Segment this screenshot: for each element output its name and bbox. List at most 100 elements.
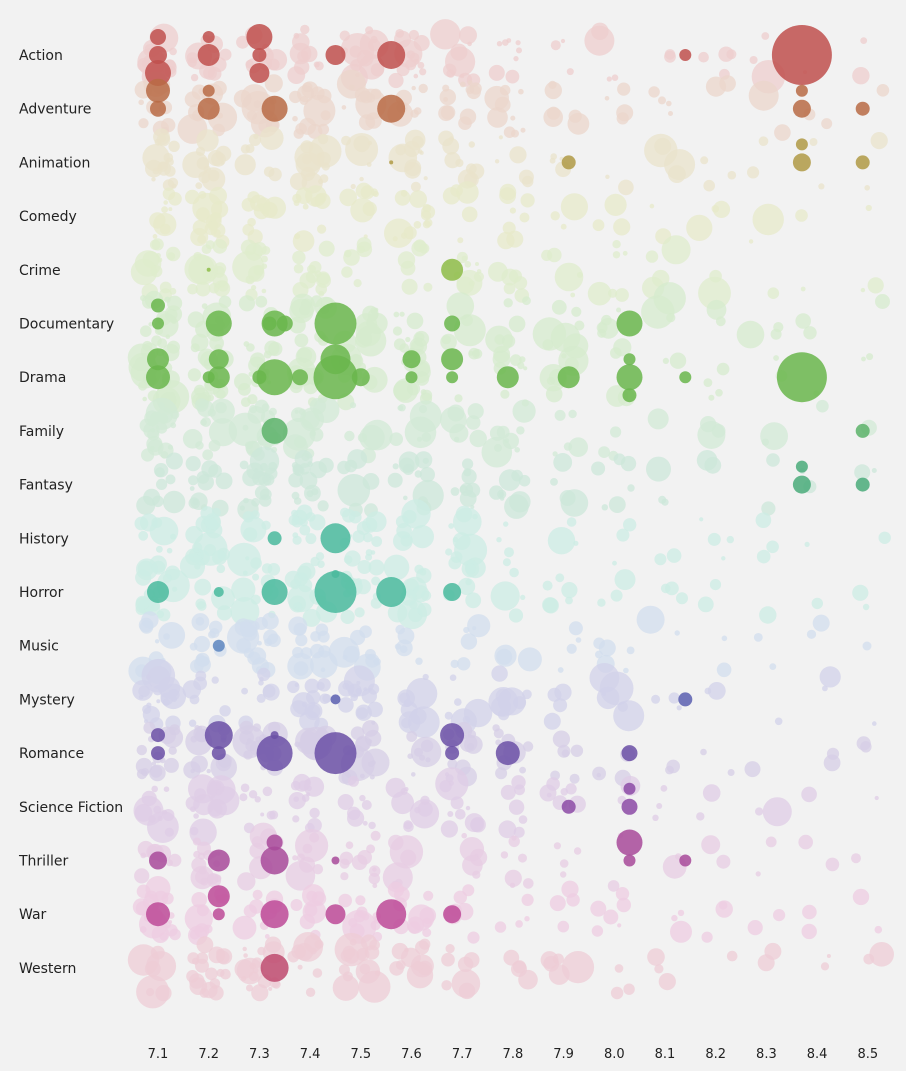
highlighted-bubble[interactable]: [616, 829, 643, 856]
highlighted-bubble[interactable]: [441, 348, 464, 371]
highlighted-bubble[interactable]: [146, 365, 170, 390]
highlighted-bubble[interactable]: [440, 723, 465, 748]
highlighted-bubble[interactable]: [376, 899, 407, 930]
highlighted-bubble[interactable]: [771, 25, 832, 85]
highlighted-bubble[interactable]: [616, 364, 643, 391]
highlighted-bubble[interactable]: [204, 721, 233, 750]
highlighted-bubble[interactable]: [197, 97, 220, 120]
highlighted-bubble[interactable]: [146, 78, 170, 103]
highlighted-bubble[interactable]: [146, 902, 170, 927]
highlighted-bubble[interactable]: [679, 371, 692, 384]
highlighted-bubble[interactable]: [623, 353, 636, 366]
highlighted-bubble[interactable]: [197, 44, 220, 66]
highlighted-bubble[interactable]: [330, 694, 341, 705]
highlighted-bubble[interactable]: [678, 692, 693, 707]
highlighted-bubble[interactable]: [147, 581, 169, 603]
highlighted-bubble[interactable]: [151, 746, 165, 761]
highlighted-bubble[interactable]: [202, 31, 215, 43]
highlighted-bubble[interactable]: [260, 846, 289, 875]
highlighted-bubble[interactable]: [260, 900, 289, 929]
highlighted-bubble[interactable]: [314, 732, 357, 775]
highlighted-bubble[interactable]: [152, 317, 164, 330]
highlighted-bubble[interactable]: [260, 953, 289, 982]
highlighted-bubble[interactable]: [795, 84, 808, 97]
highlighted-bubble[interactable]: [444, 315, 461, 332]
highlighted-bubble[interactable]: [206, 267, 211, 272]
highlighted-bubble[interactable]: [792, 153, 811, 172]
highlighted-bubble[interactable]: [249, 63, 270, 83]
highlighted-bubble[interactable]: [314, 302, 357, 345]
highlighted-bubble[interactable]: [679, 854, 692, 867]
highlighted-bubble[interactable]: [776, 352, 827, 403]
highlighted-bubble[interactable]: [151, 298, 165, 313]
highlighted-bubble[interactable]: [150, 100, 166, 117]
highlighted-bubble[interactable]: [205, 310, 232, 337]
highlighted-bubble[interactable]: [252, 48, 267, 62]
highlighted-bubble[interactable]: [445, 746, 460, 761]
highlighted-bubble[interactable]: [246, 24, 273, 50]
highlighted-bubble[interactable]: [331, 570, 340, 578]
highlighted-bubble[interactable]: [261, 310, 288, 337]
highlighted-bubble[interactable]: [147, 348, 169, 371]
highlighted-bubble[interactable]: [212, 908, 225, 921]
highlighted-bubble[interactable]: [792, 99, 811, 118]
highlighted-bubble[interactable]: [623, 782, 636, 795]
highlighted-bubble[interactable]: [314, 571, 357, 613]
highlighted-bubble[interactable]: [266, 834, 283, 851]
highlighted-bubble[interactable]: [211, 746, 226, 761]
highlighted-bubble[interactable]: [622, 388, 637, 403]
highlighted-bubble[interactable]: [795, 460, 808, 473]
highlighted-bubble[interactable]: [377, 94, 406, 123]
highlighted-bubble[interactable]: [441, 258, 464, 281]
highlighted-bubble[interactable]: [679, 49, 692, 61]
highlighted-bubble[interactable]: [405, 371, 418, 384]
highlighted-bubble[interactable]: [256, 735, 293, 772]
highlighted-bubble[interactable]: [443, 905, 462, 924]
highlighted-bubble[interactable]: [256, 359, 293, 396]
highlighted-bubble[interactable]: [292, 369, 308, 386]
highlighted-bubble[interactable]: [261, 95, 288, 122]
highlighted-bubble[interactable]: [351, 368, 370, 387]
highlighted-bubble[interactable]: [207, 885, 230, 908]
highlighted-bubble[interactable]: [325, 45, 346, 65]
highlighted-bubble[interactable]: [212, 639, 225, 652]
highlighted-bubble[interactable]: [795, 138, 808, 151]
highlighted-bubble[interactable]: [376, 577, 407, 607]
highlighted-bubble[interactable]: [561, 155, 576, 170]
highlighted-bubble[interactable]: [496, 366, 519, 389]
highlighted-bubble[interactable]: [320, 344, 351, 375]
highlighted-bubble[interactable]: [208, 349, 229, 370]
highlighted-bubble[interactable]: [151, 728, 165, 743]
highlighted-bubble[interactable]: [213, 587, 224, 597]
highlighted-bubble[interactable]: [446, 371, 459, 384]
highlighted-bubble[interactable]: [855, 423, 870, 438]
highlighted-bubble[interactable]: [150, 29, 166, 45]
highlighted-bubble[interactable]: [377, 41, 406, 69]
highlighted-bubble[interactable]: [557, 366, 580, 389]
highlighted-bubble[interactable]: [443, 583, 462, 601]
highlighted-bubble[interactable]: [207, 366, 230, 389]
highlighted-bubble[interactable]: [855, 101, 870, 116]
highlighted-bubble[interactable]: [561, 799, 576, 814]
highlighted-bubble[interactable]: [325, 904, 346, 925]
highlighted-bubble[interactable]: [495, 741, 520, 766]
highlighted-bubble[interactable]: [331, 856, 340, 865]
highlighted-bubble[interactable]: [149, 46, 167, 64]
highlighted-bubble[interactable]: [149, 851, 167, 870]
highlighted-bubble[interactable]: [320, 523, 351, 554]
highlighted-bubble[interactable]: [623, 854, 636, 867]
highlighted-bubble[interactable]: [402, 350, 421, 369]
highlighted-bubble[interactable]: [621, 745, 638, 762]
highlighted-bubble[interactable]: [855, 155, 870, 170]
highlighted-bubble[interactable]: [261, 417, 288, 444]
highlighted-bubble[interactable]: [261, 579, 288, 605]
highlighted-bubble[interactable]: [855, 477, 870, 492]
highlighted-bubble[interactable]: [145, 60, 171, 86]
highlighted-bubble[interactable]: [616, 310, 643, 337]
highlighted-bubble[interactable]: [207, 849, 230, 872]
highlighted-bubble[interactable]: [267, 531, 282, 546]
highlighted-bubble[interactable]: [621, 798, 638, 815]
highlighted-bubble[interactable]: [202, 84, 215, 97]
highlighted-bubble[interactable]: [792, 475, 811, 494]
highlighted-bubble[interactable]: [270, 731, 279, 740]
